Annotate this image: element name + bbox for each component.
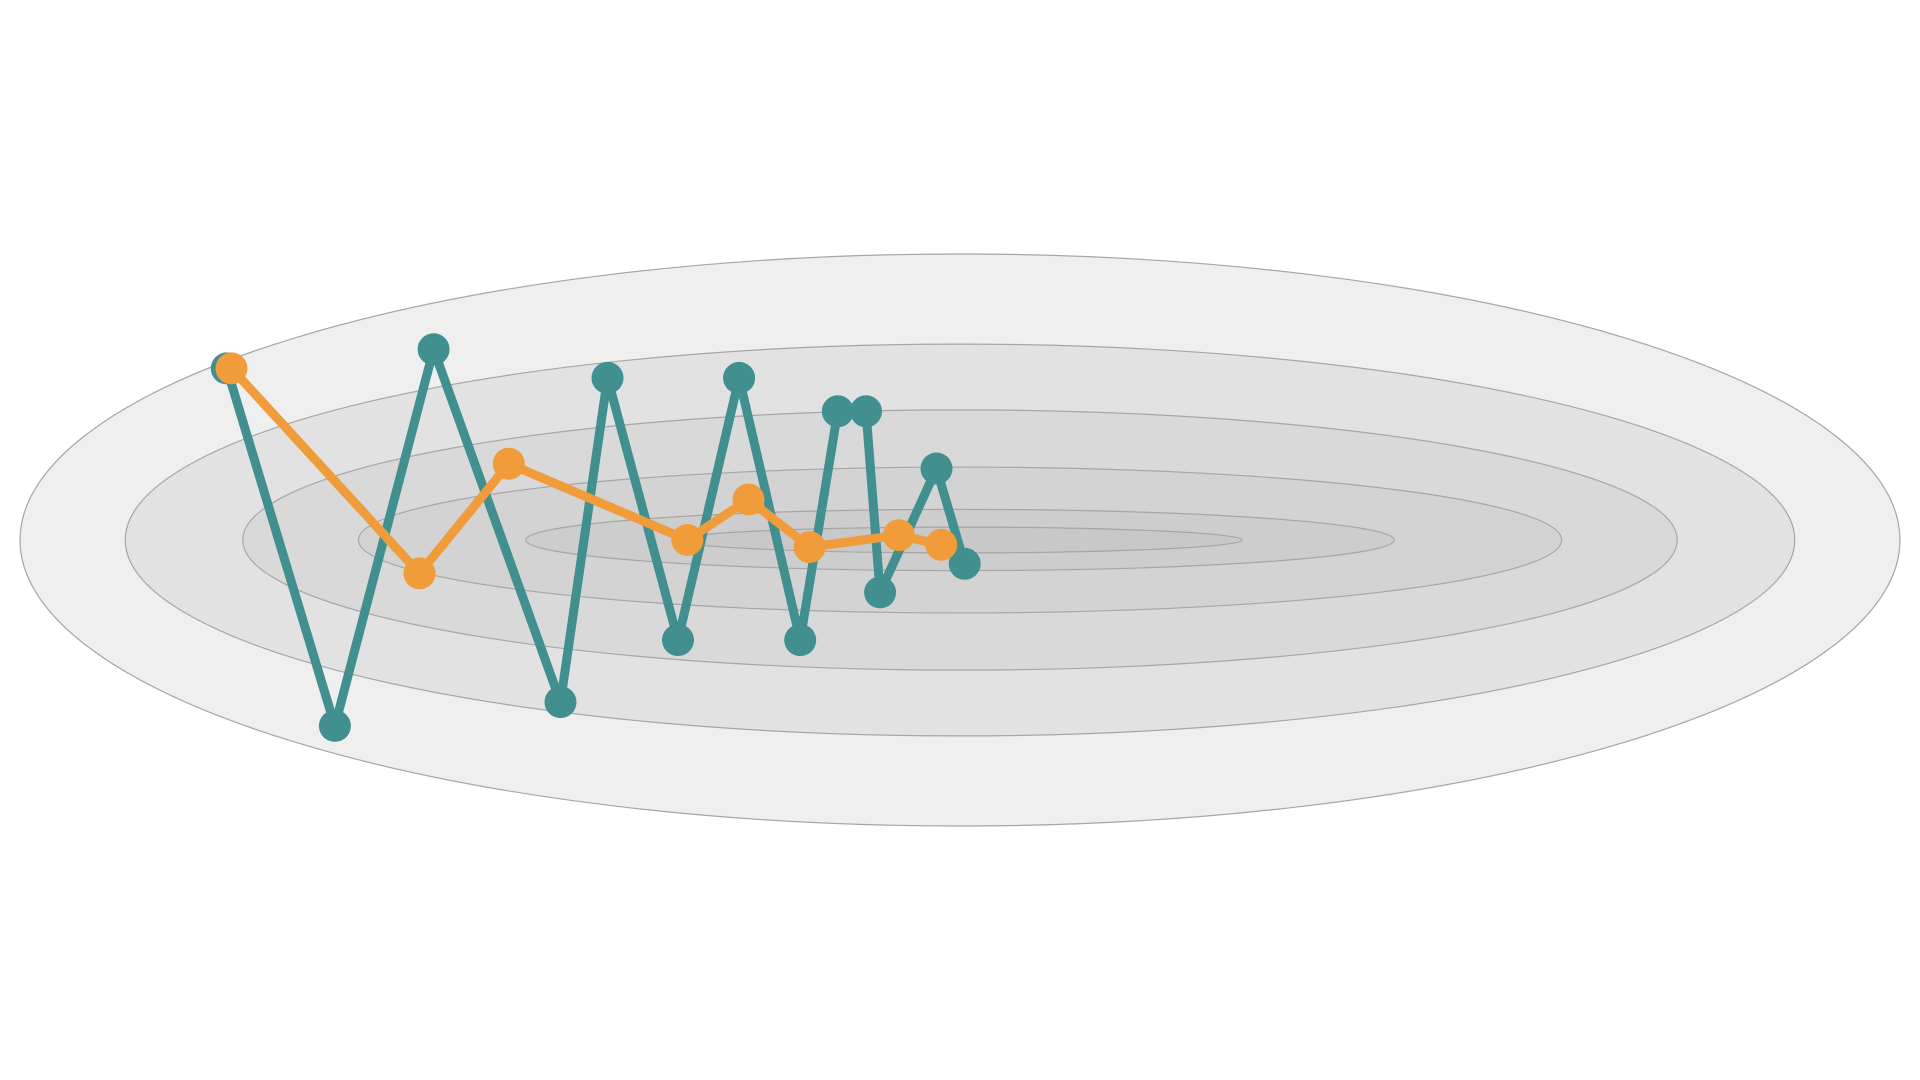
teal-path-point-9 <box>821 395 854 428</box>
orange-path-point-3 <box>492 447 525 480</box>
teal-path-point-13 <box>948 547 981 580</box>
orange-path-point-8 <box>925 528 958 561</box>
orange-path-point-4 <box>671 524 704 556</box>
teal-path-point-2 <box>318 709 351 742</box>
teal-path <box>210 333 981 742</box>
optimization-paths <box>210 333 981 742</box>
teal-path-point-3 <box>417 333 450 366</box>
orange-path-point-5 <box>732 483 765 516</box>
orange-path-point-6 <box>793 531 826 564</box>
orange-path-point-2 <box>403 557 436 590</box>
teal-path-point-11 <box>864 576 897 609</box>
teal-path-point-12 <box>920 452 953 485</box>
orange-path <box>215 352 958 590</box>
orange-path-point-1 <box>215 352 248 385</box>
teal-path-point-6 <box>662 624 694 657</box>
teal-path-point-5 <box>591 361 624 394</box>
teal-path-point-8 <box>784 624 817 657</box>
orange-path-point-7 <box>882 519 915 552</box>
teal-path-point-7 <box>723 361 756 394</box>
teal-path-point-4 <box>544 686 577 719</box>
teal-path-point-10 <box>850 395 882 428</box>
